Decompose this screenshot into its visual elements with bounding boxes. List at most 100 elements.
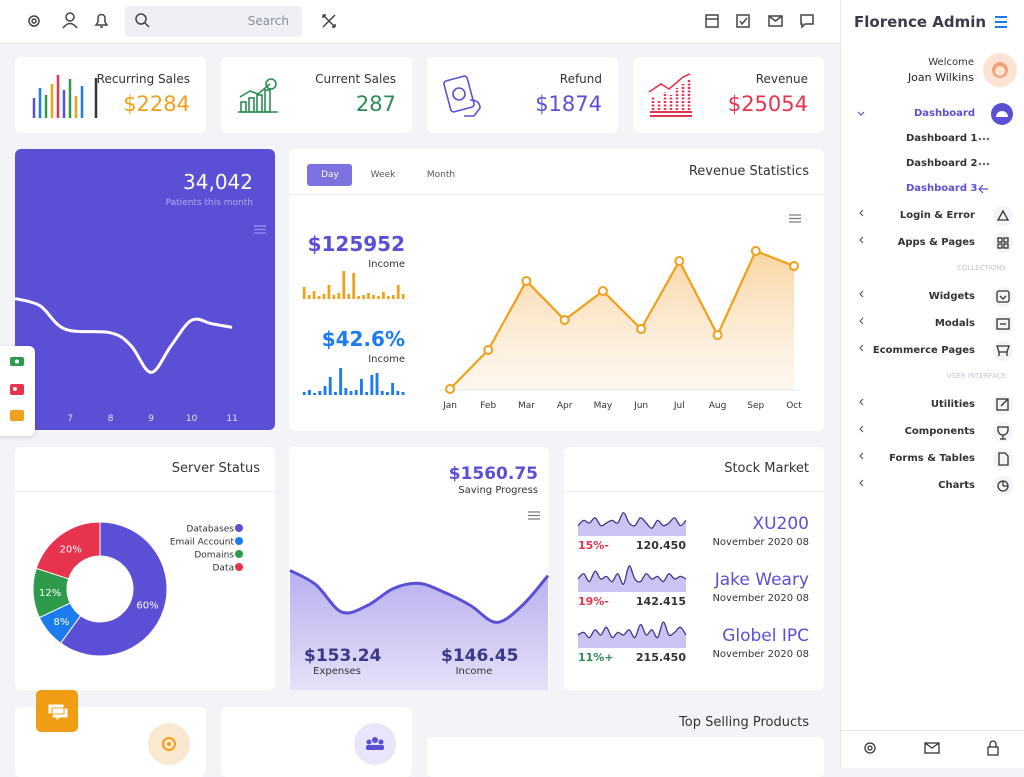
- bar: [382, 292, 385, 299]
- expenses-label: Expenses: [313, 666, 361, 677]
- stock-name: Globel IPC: [722, 626, 809, 646]
- topbar-icons[interactable]: [28, 12, 814, 29]
- sidebar-toggle[interactable]: [995, 16, 1007, 28]
- stock-name: XU200: [752, 514, 809, 534]
- x-tick-label: Feb: [480, 401, 496, 411]
- slice-label: 8%: [54, 617, 70, 628]
- card-title: Revenue Statistics: [688, 164, 809, 179]
- point: [789, 261, 799, 271]
- card-menu[interactable]: [528, 511, 540, 520]
- stock-date: November 2020 08: [712, 593, 809, 604]
- patients-card: [15, 149, 275, 430]
- bar: [327, 285, 331, 299]
- menu-item[interactable]: Widgets: [928, 291, 975, 302]
- stock-date: November 2020 08: [712, 649, 809, 660]
- point: [559, 315, 570, 325]
- bar: [312, 291, 316, 299]
- bar: [367, 293, 370, 299]
- bar: [386, 296, 390, 299]
- x-tick-label: Apr: [557, 401, 573, 411]
- bar: [357, 296, 360, 299]
- active-tab[interactable]: [307, 164, 352, 186]
- bar: [375, 373, 379, 395]
- point: [597, 286, 608, 296]
- tab[interactable]: Week: [370, 170, 396, 180]
- stat-card: [427, 57, 618, 133]
- stock-name: Jake Weary: [714, 570, 809, 590]
- x-tick-label: 11: [226, 414, 237, 424]
- submenu-item[interactable]: Dashboard 3: [906, 183, 978, 194]
- income-value: $146.45: [441, 646, 519, 666]
- stat-label: Revenue: [755, 72, 808, 86]
- quick-icon[interactable]: [10, 384, 24, 395]
- sidebar: [840, 0, 1024, 768]
- legend-label: Data: [213, 564, 235, 574]
- search-box[interactable]: [125, 6, 302, 37]
- sparkline: [577, 511, 687, 529]
- divider: [289, 194, 824, 195]
- legend-dot: [235, 550, 243, 558]
- menu-item[interactable]: Utilities: [930, 399, 975, 410]
- menu-item[interactable]: Apps & Pages: [897, 237, 975, 248]
- refund-icon: [443, 75, 481, 117]
- point: [750, 246, 761, 256]
- submenu-item[interactable]: Dashboard 2: [906, 158, 978, 169]
- bar: [377, 296, 380, 299]
- menu-item[interactable]: Ecommerce Pages: [872, 345, 975, 356]
- point: [636, 324, 647, 334]
- menu-item[interactable]: Modals: [934, 318, 975, 329]
- menu-icons: [864, 206, 1013, 756]
- x-tick-label: 7: [67, 414, 73, 424]
- bar: [342, 271, 346, 299]
- point: [712, 330, 723, 340]
- menu-item[interactable]: Forms & Tables: [889, 453, 975, 464]
- welcome: Welcome: [928, 57, 974, 68]
- bar: [302, 392, 306, 395]
- stat-value: $25054: [727, 92, 808, 116]
- legend-label: Databases: [186, 525, 234, 535]
- bar: [323, 386, 327, 395]
- menu-chevrons[interactable]: [857, 111, 990, 487]
- menu-item[interactable]: Dashboard: [914, 108, 975, 119]
- saving-value: $1560.75: [448, 464, 538, 484]
- bar: [396, 285, 400, 299]
- point: [483, 345, 494, 355]
- divider: [841, 730, 1024, 731]
- bar: [334, 392, 337, 395]
- stat-value: $2284: [123, 92, 190, 116]
- area: [290, 570, 548, 690]
- card-title: Stock Market: [724, 461, 809, 476]
- bar: [313, 393, 317, 395]
- card-menu[interactable]: [789, 214, 801, 223]
- menu-item[interactable]: Components: [904, 426, 975, 437]
- slice-label: 60%: [136, 600, 158, 611]
- bar: [317, 296, 321, 299]
- submenu-item[interactable]: Dashboard 1: [906, 133, 978, 144]
- bar: [386, 392, 389, 395]
- tab[interactable]: Day: [321, 170, 339, 180]
- menu-heading: COLLECTIONS: [956, 264, 1006, 272]
- stat-label: Recurring Sales: [96, 72, 190, 86]
- tab[interactable]: Month: [426, 170, 456, 180]
- quick-icon[interactable]: [10, 410, 24, 421]
- bar: [302, 287, 306, 299]
- income-value: $42.6%: [321, 327, 405, 351]
- card-menu[interactable]: [254, 225, 266, 234]
- legend-label: Domains: [194, 551, 234, 561]
- revenue-icon: [648, 73, 692, 117]
- bar: [362, 295, 365, 299]
- menu-item[interactable]: Charts: [938, 480, 975, 491]
- x-tick-label: Aug: [709, 401, 727, 411]
- legend-dot: [235, 537, 243, 545]
- bar: [391, 383, 395, 395]
- search-placeholder[interactable]: Search: [247, 14, 289, 28]
- menu-item[interactable]: Login & Error: [899, 210, 975, 221]
- x-tick-label: May: [594, 401, 613, 411]
- card-title: Server Status: [171, 461, 260, 476]
- stat-card: [221, 57, 412, 133]
- bar: [401, 392, 405, 395]
- point: [521, 276, 532, 286]
- stock-card: [564, 447, 824, 690]
- bar: [308, 390, 311, 395]
